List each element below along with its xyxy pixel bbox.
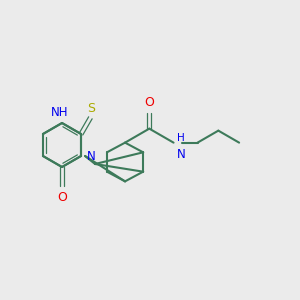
Text: NH: NH	[51, 106, 69, 119]
Text: N: N	[176, 148, 185, 160]
Text: H: H	[176, 133, 184, 142]
Text: O: O	[144, 96, 154, 109]
Text: N: N	[87, 149, 96, 163]
Text: O: O	[57, 191, 67, 204]
Text: S: S	[87, 102, 95, 115]
